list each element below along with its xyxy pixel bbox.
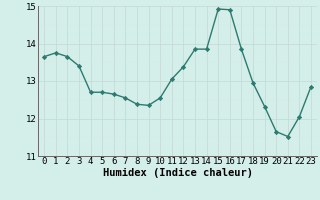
X-axis label: Humidex (Indice chaleur): Humidex (Indice chaleur) [103,168,252,178]
